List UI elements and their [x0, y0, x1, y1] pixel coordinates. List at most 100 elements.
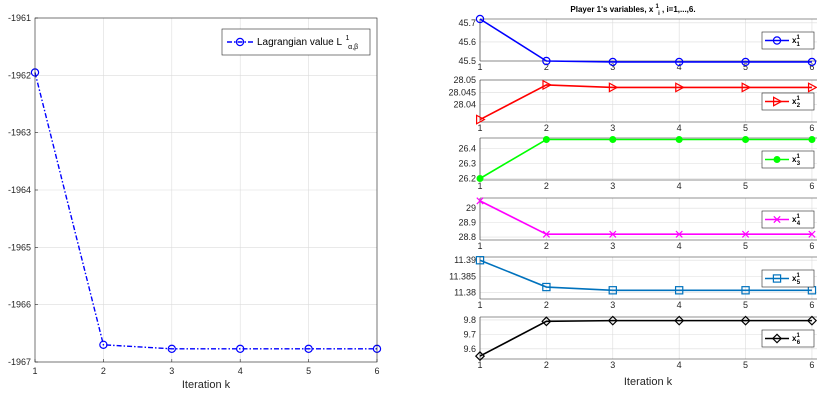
x-tick-label: 3 — [610, 241, 615, 251]
title-tail: , i=1,...,6. — [662, 5, 696, 14]
x-tick-label: 1 — [477, 181, 482, 191]
y-tick-label: -1966 — [8, 300, 31, 310]
lagrangian-legend-subscript: α,β — [348, 44, 358, 51]
data-point — [99, 340, 108, 349]
data-point — [542, 282, 551, 292]
x-tick-label: 1 — [32, 366, 37, 376]
x-tick-label: 2 — [544, 123, 549, 133]
x-tick-label: 6 — [809, 62, 814, 72]
legend-subscript: 5 — [797, 280, 801, 286]
legend-superscript: 1 — [796, 273, 800, 279]
data-point — [542, 79, 553, 91]
data-point — [608, 286, 617, 295]
data-point — [475, 256, 485, 265]
legend-name: x — [792, 155, 797, 164]
data-point — [476, 114, 486, 125]
player-variables-title: Player 1's variables, x 1 i , i=1,...,6. — [570, 1, 695, 17]
data-point — [304, 344, 313, 354]
legend-marker — [772, 36, 782, 45]
data-point — [607, 315, 618, 326]
y-tick-label: -1964 — [8, 185, 31, 195]
legend-subscript: 4 — [797, 221, 801, 227]
data-point — [608, 57, 617, 67]
data-point — [741, 57, 750, 67]
x-tick-label: 4 — [677, 241, 682, 251]
data-point — [808, 136, 816, 143]
legend-label: x1 2 — [792, 96, 801, 109]
x-tick-label: 2 — [544, 62, 549, 72]
data-point — [235, 344, 245, 354]
legend-label: x1 5 — [792, 273, 801, 286]
series-line-x5 — [479, 259, 812, 292]
x-tick-label: 6 — [809, 123, 814, 133]
x-tick-label: 4 — [677, 123, 682, 133]
title-subscript: i — [658, 11, 660, 17]
lagrangian-legend-label: Lagrangian value L 1 α,β — [257, 32, 358, 51]
legend-x6: x1 6 — [761, 329, 815, 348]
title-main: Player 1's variables, x — [570, 5, 653, 14]
y-tick-label: 26.2 — [458, 174, 476, 184]
lagrangian-legend-marker — [235, 37, 245, 47]
y-tick-label: -1967 — [8, 357, 31, 367]
legend-label: x1 1 — [792, 35, 800, 48]
panel-plot-area — [480, 257, 817, 299]
y-tick-label: 29 — [466, 203, 476, 213]
legend-label: x1 4 — [792, 214, 801, 227]
x-tick-label: 6 — [809, 360, 814, 370]
x-tick-label: 2 — [101, 366, 106, 376]
legend-subscript: 2 — [797, 103, 801, 109]
y-tick-label: -1961 — [8, 13, 31, 23]
panel-x6: 1 2 3 4 5 69.89.79.6x1 6 — [463, 315, 817, 370]
data-point — [675, 136, 683, 143]
lagrangian-legend-box — [221, 28, 371, 56]
data-point — [475, 14, 485, 24]
y-tick-label: -1965 — [8, 242, 31, 252]
legend-superscript: 1 — [796, 96, 800, 102]
data-point — [674, 57, 684, 67]
legend-x1: x1 1 — [761, 31, 815, 50]
legend-superscript: 1 — [796, 333, 800, 339]
x-tick-label: 1 — [477, 62, 482, 72]
data-point — [476, 175, 484, 182]
y-tick-label: 28.9 — [458, 218, 476, 228]
legend-label: x1 3 — [792, 154, 801, 167]
data-point — [474, 351, 486, 362]
x-tick-label: 5 — [743, 300, 748, 310]
x-tick-label: 1 — [477, 360, 482, 370]
data-point — [608, 82, 619, 93]
panel-x3: 1 2 3 4 5 626.426.326.2x1 3 — [458, 136, 817, 191]
legend-subscript: 6 — [797, 340, 801, 346]
legend-marker — [773, 215, 781, 224]
data-point — [740, 315, 751, 326]
legend-subscript: 3 — [797, 161, 801, 167]
data-point — [542, 56, 551, 66]
y-tick-label: 11.385 — [449, 271, 476, 281]
panel-x1: 1 2 3 4 5 645.745.645.5x1 1 — [458, 14, 817, 72]
x-tick-label: 6 — [809, 241, 814, 251]
lagrangian-legend: Lagrangian value L 1 α,β — [221, 28, 371, 56]
lagrangian-series-line — [34, 72, 377, 350]
x-tick-label: 3 — [169, 366, 174, 376]
y-tick-label: 28.04 — [453, 100, 476, 110]
y-tick-label: 26.4 — [458, 144, 476, 154]
legend-x3: x1 3 — [761, 150, 815, 169]
x-tick-label: 2 — [544, 300, 549, 310]
panel-plot-area — [480, 317, 817, 359]
data-point — [674, 315, 685, 326]
y-tick-label: 11.38 — [454, 288, 476, 298]
legend-label: x1 6 — [792, 333, 801, 346]
x-tick-label: 5 — [743, 241, 748, 251]
x-tick-label: 2 — [544, 241, 549, 251]
x-tick-label: 6 — [374, 366, 379, 376]
lagrangian-chart: 1 2 3 4 5 6 -1961 -1962 -1963 -1964 -1965 -1966 -196… — [8, 13, 382, 391]
x-tick-label: 6 — [809, 181, 814, 191]
variable-panels: 1 2 3 4 5 645.745.645.5x1 11 2 3 4 5 628.0528.04528… — [448, 14, 817, 370]
legend-marker — [772, 274, 782, 283]
x-tick-label: 3 — [610, 123, 615, 133]
lagrangian-axes-box — [34, 17, 378, 363]
legend-marker — [773, 156, 781, 163]
y-tick-label: 28.045 — [448, 87, 476, 97]
data-point — [541, 316, 552, 327]
